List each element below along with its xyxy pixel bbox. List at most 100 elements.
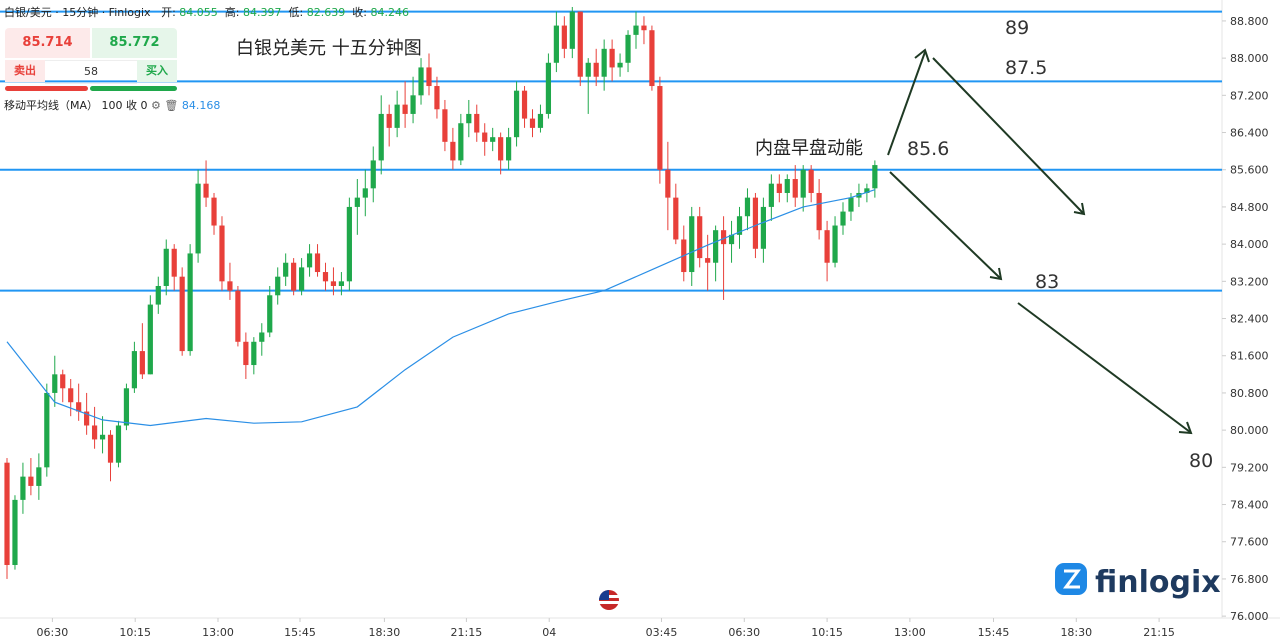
ohlc-value: 84.397 xyxy=(243,6,282,19)
level-label: 80 xyxy=(1189,450,1213,472)
candle-body xyxy=(147,304,153,375)
y-tick-label: 76.000 xyxy=(1230,610,1269,623)
candle-body xyxy=(12,499,18,565)
ma-line xyxy=(6,189,876,427)
level-label: 87.5 xyxy=(1005,57,1047,79)
candle-body xyxy=(609,48,615,68)
arrows xyxy=(887,48,1193,435)
candle-body xyxy=(52,374,58,393)
ohlc-label: 开: xyxy=(161,6,176,19)
logo: finlogix xyxy=(1055,563,1221,600)
x-tick-label: 21:15 xyxy=(451,626,483,639)
candle-body xyxy=(251,341,257,366)
candle-body xyxy=(68,388,74,403)
arrow-head xyxy=(989,267,1003,281)
settings-icon[interactable]: ⚙ xyxy=(151,99,161,112)
y-tick-label: 83.200 xyxy=(1230,275,1269,288)
candle-body xyxy=(155,285,161,305)
candle-body xyxy=(872,165,878,189)
y-tick-label: 80.000 xyxy=(1230,424,1269,437)
x-tick-label: 15:45 xyxy=(978,626,1010,639)
candle-body xyxy=(752,197,759,249)
candle-body xyxy=(410,95,416,114)
candle-body xyxy=(362,188,368,198)
candle-body xyxy=(713,230,719,263)
candle-body xyxy=(314,253,321,273)
candle-body xyxy=(824,230,830,263)
candle-body xyxy=(466,113,472,124)
x-tick-label: 10:15 xyxy=(119,626,151,639)
x-tick-label: 06:30 xyxy=(37,626,69,639)
candle-body xyxy=(728,234,735,245)
sell-price[interactable]: 85.714 xyxy=(5,28,90,58)
candle-body xyxy=(131,351,137,389)
candle-body xyxy=(330,281,337,286)
candle-body xyxy=(808,169,814,193)
candle-body xyxy=(657,86,663,170)
candle-body xyxy=(513,90,520,138)
candle-body xyxy=(498,137,504,161)
candle-body xyxy=(123,388,130,426)
sell-button[interactable]: 卖出 xyxy=(5,60,45,82)
candle-body xyxy=(322,272,329,282)
candle-body xyxy=(784,179,790,193)
arrow xyxy=(1017,302,1191,433)
candle-body xyxy=(768,183,774,207)
candle-body xyxy=(243,341,249,366)
candle-body xyxy=(864,188,870,193)
candle-body xyxy=(211,197,217,226)
y-tick-label: 81.600 xyxy=(1230,350,1269,363)
candle-body xyxy=(28,476,34,486)
candle-body xyxy=(44,392,50,468)
y-tick-label: 85.600 xyxy=(1230,164,1269,177)
symbol: 白银/美元 · 15分钟 · Finlogix xyxy=(4,6,151,19)
candle-body xyxy=(561,25,567,49)
annotation: 内盘早盘动能 xyxy=(755,138,863,159)
candle-body xyxy=(84,411,90,426)
y-tick-label: 84.800 xyxy=(1230,201,1269,214)
candle-body xyxy=(91,425,98,440)
candle-body xyxy=(36,467,42,486)
indicator-param: 100 xyxy=(101,99,123,112)
candle-body xyxy=(275,276,281,296)
y-tick-label: 82.400 xyxy=(1230,313,1269,326)
candle-body xyxy=(291,262,297,291)
candle-body xyxy=(115,425,122,463)
candle-body xyxy=(227,281,233,291)
plot xyxy=(0,6,1222,579)
buy-button[interactable]: 买入 xyxy=(137,60,177,82)
buy-price[interactable]: 85.772 xyxy=(92,28,177,58)
arrow-head xyxy=(1073,202,1086,216)
candle-body xyxy=(553,25,559,63)
candle-body xyxy=(354,197,360,207)
chart-title: 白银兑美元 十五分钟图 xyxy=(236,38,422,59)
candle-body xyxy=(338,281,345,286)
candle-body xyxy=(593,62,599,77)
arrow-head xyxy=(1178,421,1193,435)
candle-body xyxy=(370,160,376,189)
candle-body xyxy=(458,123,464,161)
candle-body xyxy=(482,132,488,142)
candle-body xyxy=(697,216,703,259)
x-tick-label: 18:30 xyxy=(1060,626,1092,639)
spread: 58 xyxy=(45,60,137,84)
candle-body xyxy=(402,104,408,114)
delete-icon[interactable]: 🗑 xyxy=(164,99,179,112)
candle-body xyxy=(641,25,647,31)
sell-bar xyxy=(5,86,88,91)
candle-body xyxy=(60,374,66,389)
candle-body xyxy=(720,230,727,245)
y-tick-label: 76.800 xyxy=(1230,573,1269,586)
x-tick-label: 15:45 xyxy=(284,626,316,639)
x-tick-label: 18:30 xyxy=(369,626,401,639)
candle-body xyxy=(800,169,806,198)
candle-body xyxy=(378,113,384,161)
x-tick-label: 03:45 xyxy=(646,626,678,639)
candle-body xyxy=(418,67,424,96)
candle-body xyxy=(346,206,352,282)
x-tick-label: 04 xyxy=(542,626,556,639)
candle-body xyxy=(195,183,201,254)
candle-body xyxy=(76,402,82,412)
candle-body xyxy=(736,216,743,235)
candle-body xyxy=(617,62,623,68)
